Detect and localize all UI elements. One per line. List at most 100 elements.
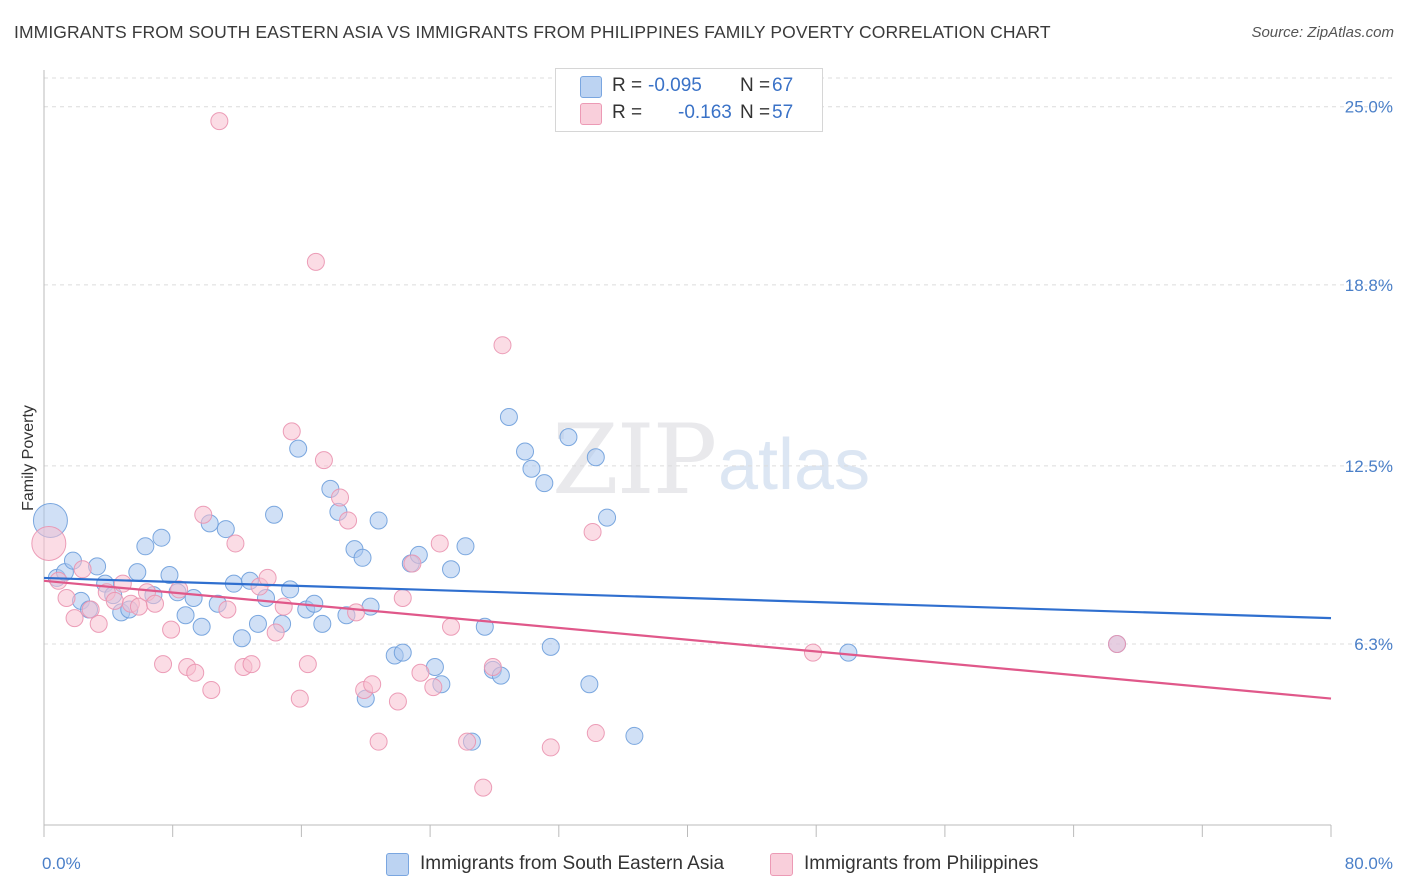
point-south-eastern-asia — [128, 563, 147, 582]
y-tick-label: 25.0% — [1345, 98, 1393, 117]
point-philippines — [411, 663, 430, 682]
legend-n-value: 67 — [772, 75, 794, 96]
point-philippines — [89, 614, 108, 633]
point-philippines — [403, 554, 422, 573]
legend-n-label: N = — [740, 75, 771, 96]
point-south-eastern-asia — [516, 442, 535, 461]
point-philippines — [586, 724, 605, 743]
point-south-eastern-asia — [393, 643, 412, 662]
point-south-eastern-asia — [580, 675, 599, 694]
point-philippines — [266, 623, 285, 642]
point-philippines — [424, 678, 443, 697]
legend-n-label: N = — [740, 102, 771, 123]
series-south-eastern-asia — [32, 408, 1127, 751]
point-philippines — [331, 488, 350, 507]
point-south-eastern-asia — [265, 505, 284, 524]
point-south-eastern-asia — [559, 428, 578, 447]
point-south-eastern-asia — [541, 637, 560, 656]
point-philippines — [388, 692, 407, 711]
legend-r-value: -0.095 — [648, 75, 702, 96]
trend-line-south-eastern-asia — [43, 576, 1332, 620]
chart-title: IMMIGRANTS FROM SOUTH EASTERN ASIA VS IM… — [14, 22, 1051, 42]
point-philippines — [369, 732, 388, 751]
legend-r-label: R = — [612, 75, 643, 96]
point-south-eastern-asia — [598, 508, 617, 527]
point-philippines — [339, 511, 358, 530]
point-philippines — [458, 732, 477, 751]
point-philippines — [483, 657, 502, 676]
point-south-eastern-asia — [176, 606, 195, 625]
trend-lines — [43, 576, 1332, 700]
legend-swatch-pink — [580, 103, 602, 125]
point-philippines — [226, 534, 245, 553]
axes — [43, 70, 1332, 837]
point-philippines — [393, 589, 412, 608]
point-south-eastern-asia — [152, 528, 171, 547]
point-philippines — [290, 689, 309, 708]
point-philippines — [314, 451, 333, 470]
point-philippines — [1108, 634, 1127, 653]
point-philippines — [442, 617, 461, 636]
watermark-zip: ZIP — [552, 404, 717, 516]
legend-r-label: R = — [612, 102, 643, 123]
point-philippines — [65, 609, 84, 628]
point-south-eastern-asia — [369, 511, 388, 530]
point-philippines — [162, 620, 181, 639]
series-philippines — [31, 112, 1127, 797]
point-philippines — [57, 589, 76, 608]
correlation-legend: R = -0.095 N = 67 R = -0.163 N = 57 — [555, 68, 823, 132]
point-philippines — [347, 603, 366, 622]
point-south-eastern-asia — [625, 726, 644, 745]
point-south-eastern-asia — [232, 629, 251, 648]
trend-line-philippines — [43, 579, 1332, 700]
point-south-eastern-asia — [192, 617, 211, 636]
point-philippines — [73, 560, 92, 579]
point-philippines — [258, 568, 277, 587]
legend-r-value: -0.163 — [678, 102, 732, 123]
point-south-eastern-asia — [281, 580, 300, 599]
x-tick-label: 0.0% — [42, 854, 81, 873]
point-south-eastern-asia — [522, 459, 541, 478]
y-tick-label: 12.5% — [1345, 457, 1393, 476]
point-south-eastern-asia — [353, 548, 372, 567]
point-philippines — [474, 778, 493, 797]
point-philippines — [218, 600, 237, 619]
point-philippines — [146, 594, 165, 613]
point-philippines — [430, 534, 449, 553]
point-philippines — [363, 675, 382, 694]
tick-labels: 6.3% 12.5% 18.8% 25.0% 0.0% 80.0% — [42, 98, 1393, 873]
point-philippines — [298, 655, 317, 674]
point-philippines — [306, 252, 325, 271]
legend-swatch-blue — [580, 76, 602, 98]
point-philippines — [31, 525, 67, 561]
point-philippines — [105, 591, 124, 610]
bottom-legend-swatch-blue — [386, 853, 409, 876]
point-south-eastern-asia — [305, 594, 324, 613]
point-philippines — [274, 597, 293, 616]
point-south-eastern-asia — [839, 643, 858, 662]
grid-lines — [44, 77, 1394, 645]
point-south-eastern-asia — [535, 474, 554, 493]
point-philippines — [541, 738, 560, 757]
point-philippines — [583, 522, 602, 541]
point-south-eastern-asia — [313, 614, 332, 633]
point-philippines — [493, 336, 512, 355]
point-philippines — [81, 600, 100, 619]
point-philippines — [194, 505, 213, 524]
bottom-legend-label: Immigrants from Philippines — [804, 853, 1039, 874]
x-tick-label: 80.0% — [1345, 854, 1393, 873]
source-label: Source: ZipAtlas.com — [1251, 24, 1394, 41]
point-philippines — [282, 422, 301, 441]
bottom-legend-label: Immigrants from South Eastern Asia — [420, 853, 725, 874]
watermark-atlas: atlas — [718, 425, 871, 505]
y-tick-label: 6.3% — [1354, 635, 1393, 654]
point-philippines — [242, 655, 261, 674]
point-south-eastern-asia — [586, 448, 605, 467]
legend-n-value: 57 — [772, 102, 794, 123]
point-philippines — [202, 680, 221, 699]
y-tick-label: 18.8% — [1345, 276, 1393, 295]
point-south-eastern-asia — [160, 566, 179, 585]
point-philippines — [186, 663, 205, 682]
point-south-eastern-asia — [136, 537, 155, 556]
